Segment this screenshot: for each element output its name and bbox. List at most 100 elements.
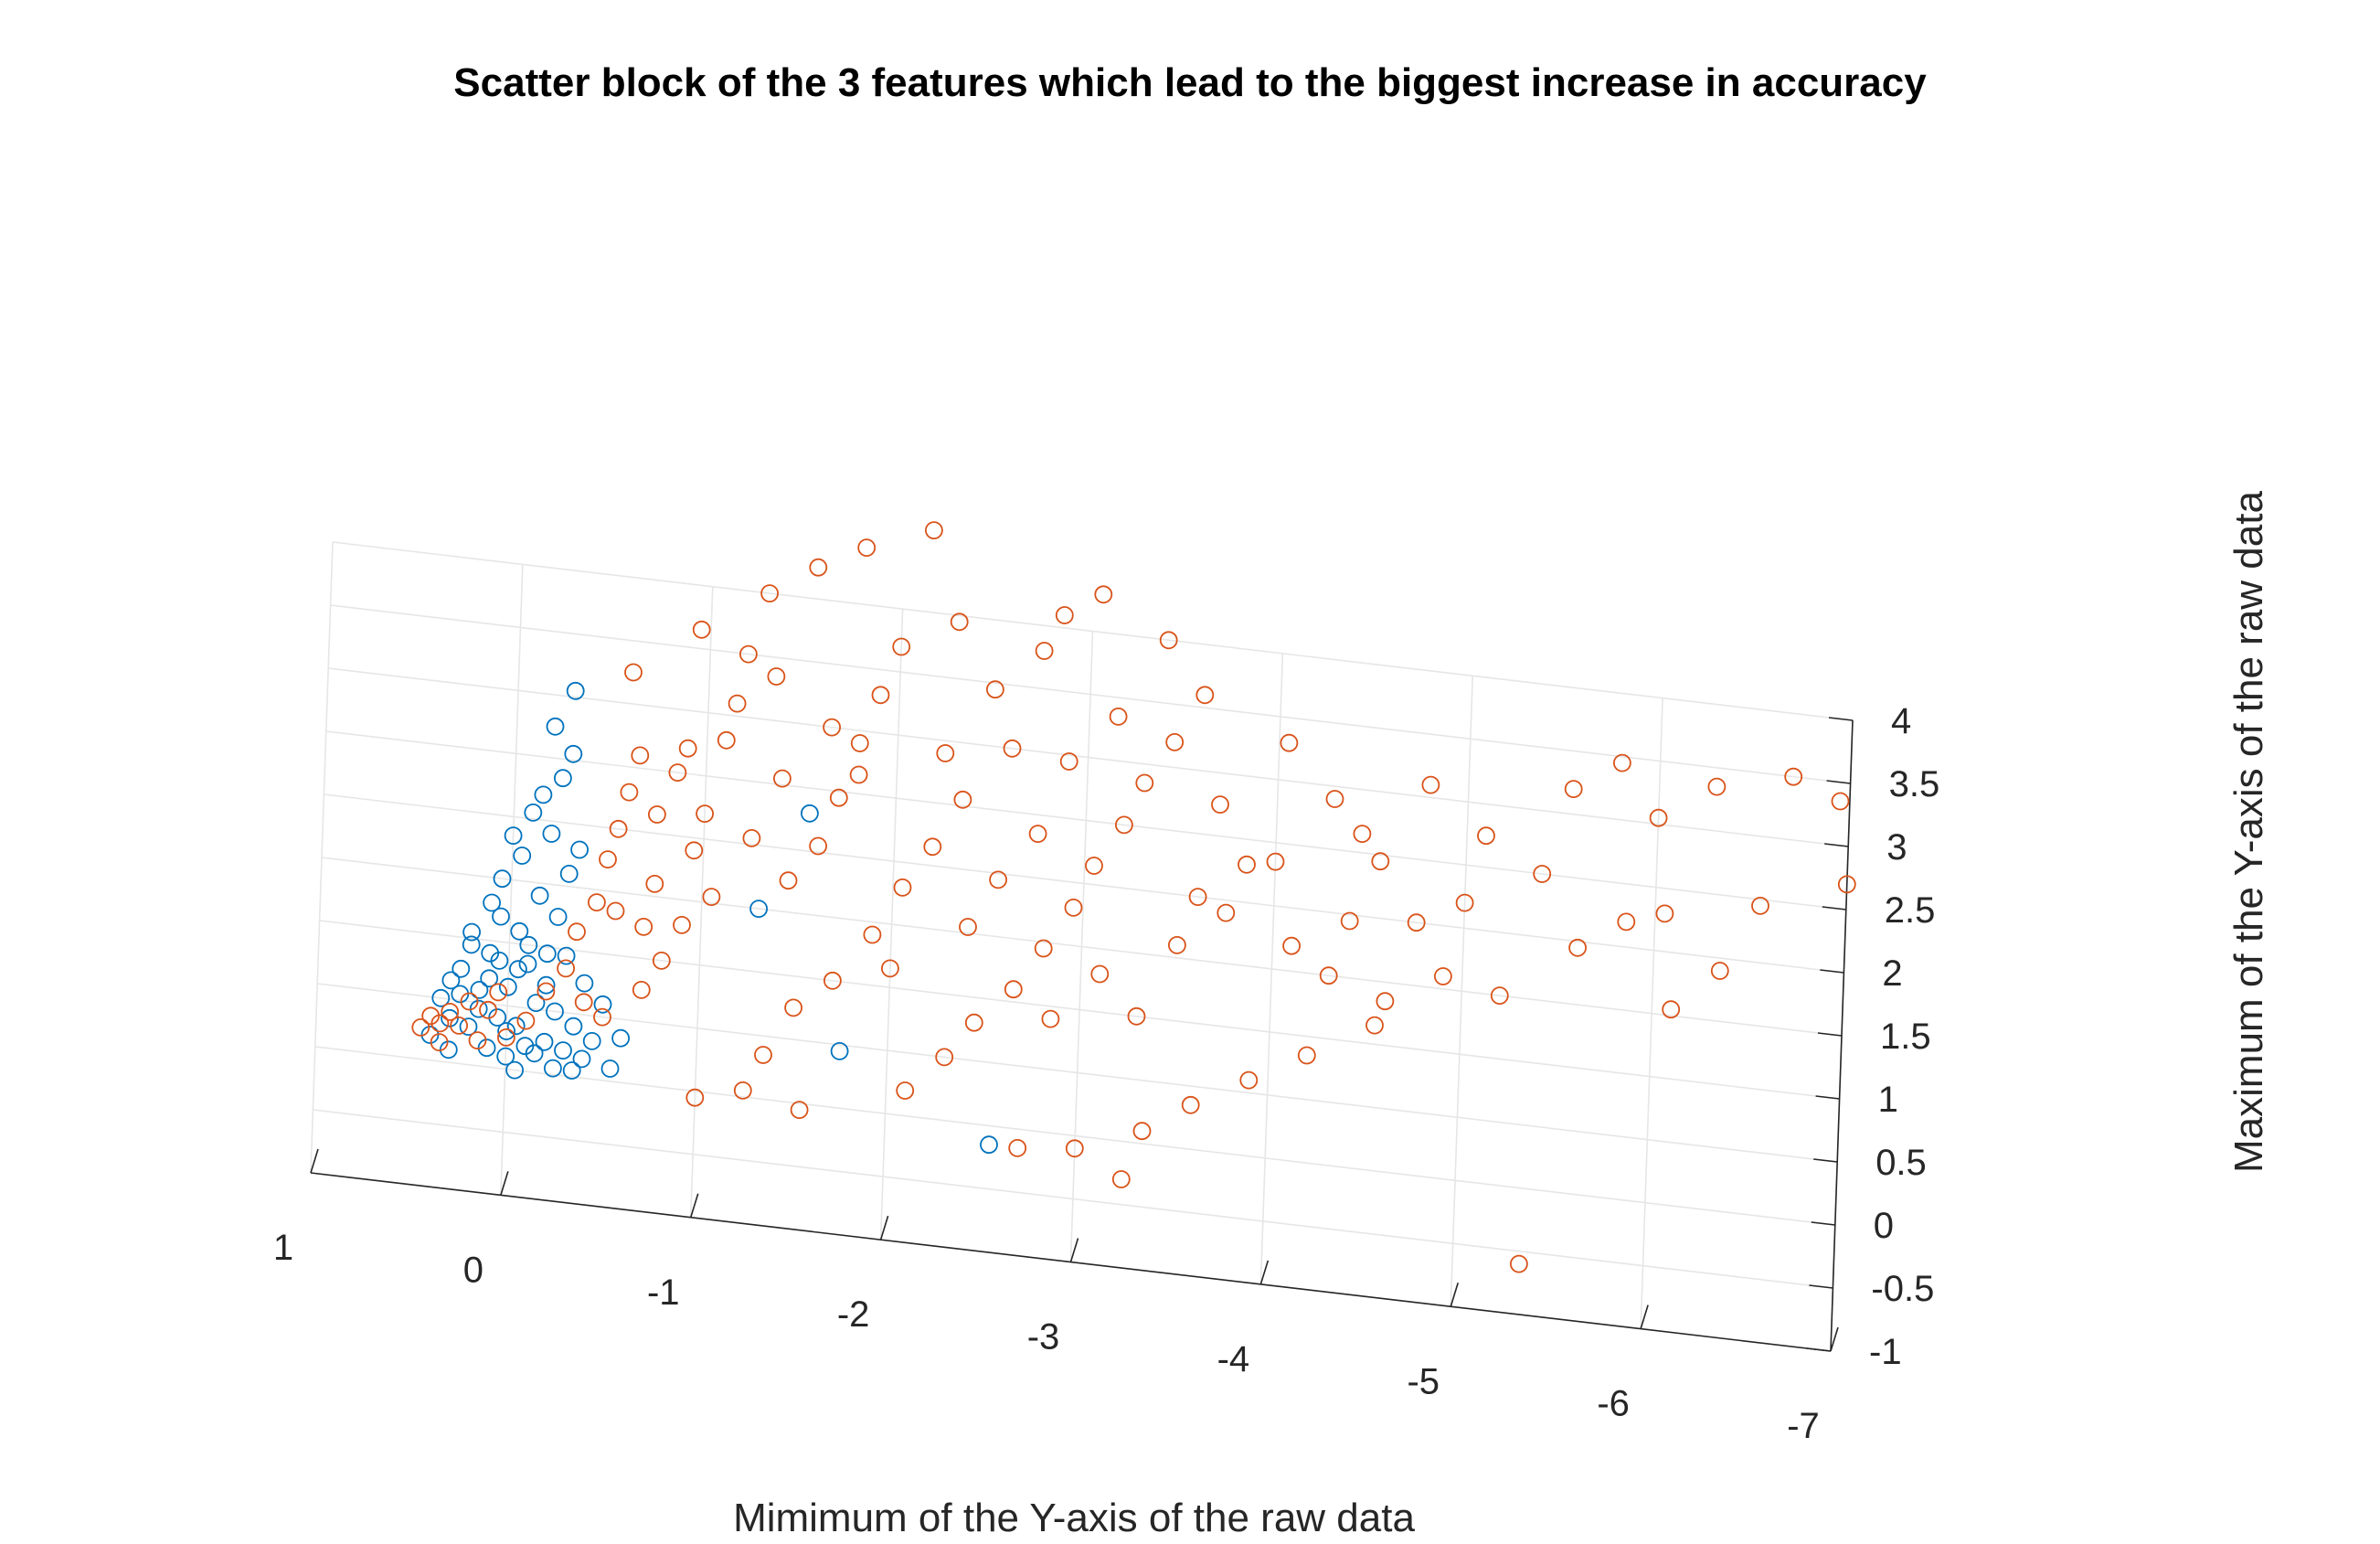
- data-point: [609, 819, 628, 838]
- data-point: [1455, 893, 1474, 912]
- x-tick-label: -4: [1217, 1339, 1250, 1379]
- data-point: [1421, 775, 1440, 794]
- x-tick-label: -2: [837, 1294, 870, 1335]
- x-tick-label: -7: [1787, 1406, 1820, 1446]
- data-point: [606, 901, 625, 921]
- data-point: [504, 826, 523, 845]
- data-point: [452, 959, 471, 978]
- data-point: [421, 1006, 441, 1026]
- data-point: [480, 969, 499, 988]
- data-point: [1662, 1000, 1681, 1019]
- grid-line-y-5: [321, 857, 1843, 1037]
- axes: [310, 717, 1854, 1352]
- grid-lines: [310, 541, 1854, 1352]
- data-point: [1168, 936, 1186, 954]
- data-point: [760, 584, 779, 602]
- data-point: [1188, 888, 1207, 906]
- data-point: [1004, 980, 1023, 999]
- x-tick-mark: [1450, 1283, 1460, 1307]
- y-tick-mark: [1822, 906, 1846, 910]
- data-point: [492, 907, 510, 926]
- y-tick-label: -1: [1869, 1332, 1902, 1372]
- x-tick-mark: [1069, 1238, 1079, 1262]
- data-point: [742, 829, 761, 847]
- data-point: [717, 730, 736, 750]
- x-axis-label: Mimimum of the Y-axis of the raw data: [733, 1496, 1415, 1539]
- data-point: [510, 921, 529, 941]
- data-point: [830, 1042, 849, 1060]
- data-point: [1831, 792, 1850, 811]
- data-point: [490, 952, 509, 970]
- y-tick-label: 2.5: [1885, 890, 1936, 931]
- data-point: [896, 1081, 915, 1100]
- data-point: [497, 1028, 515, 1047]
- data-point: [1003, 739, 1022, 758]
- chart-title: Scatter block of the 3 features which le…: [453, 60, 1927, 105]
- data-point: [739, 644, 758, 664]
- data-point: [923, 837, 942, 857]
- data-point: [1655, 904, 1674, 923]
- data-point: [989, 870, 1007, 889]
- data-point: [829, 788, 848, 807]
- data-point: [534, 785, 553, 804]
- data-point: [1282, 936, 1301, 955]
- data-point: [950, 612, 969, 632]
- data-point: [554, 769, 572, 788]
- tick-labels: 1 0 -1 -2 -3 -4 -5 -6 -7 4 3.5 3 2.5 2 1.5 1 0.5 0 -0.5 -1: [273, 701, 1939, 1446]
- y-tick-label: 1: [1878, 1080, 1898, 1120]
- data-point: [634, 918, 653, 936]
- y-tick-mark: [1809, 1284, 1833, 1289]
- x-tick-label: -6: [1597, 1384, 1630, 1424]
- series-2: [411, 521, 1856, 1273]
- y-tick-label: 3: [1886, 827, 1907, 868]
- data-point: [1059, 752, 1078, 771]
- y-axis-label: Maximum of the Y-axis of the raw data: [2226, 491, 2271, 1173]
- data-point: [1707, 777, 1727, 796]
- data-point: [1065, 1139, 1084, 1158]
- y-tick-mark: [1813, 1158, 1838, 1163]
- data-point: [767, 667, 786, 686]
- data-point: [544, 1059, 562, 1078]
- data-point: [1181, 1095, 1200, 1114]
- data-point: [881, 959, 899, 978]
- data-point: [459, 1017, 478, 1036]
- data-point: [460, 992, 479, 1011]
- y-tick-label: 2: [1882, 953, 1902, 994]
- data-point: [779, 871, 798, 890]
- x-tick-mark: [500, 1171, 509, 1196]
- data-point: [809, 558, 828, 577]
- data-point: [564, 744, 583, 763]
- y-tick-mark: [1828, 717, 1854, 721]
- data-point: [823, 718, 841, 737]
- data-point: [548, 908, 568, 926]
- data-point: [692, 620, 711, 639]
- data-point: [513, 847, 532, 865]
- data-point: [611, 1028, 630, 1048]
- x-tick-mark: [879, 1215, 889, 1241]
- data-point: [1165, 733, 1185, 751]
- data-point: [1407, 913, 1426, 932]
- data-point: [462, 922, 481, 942]
- data-point: [562, 1061, 581, 1080]
- y-tick-label: 3.5: [1889, 764, 1940, 804]
- data-point: [1649, 808, 1668, 827]
- data-point: [450, 1017, 469, 1035]
- data-point: [1434, 967, 1452, 985]
- data-point: [1533, 865, 1552, 883]
- data-point: [1094, 585, 1113, 604]
- data-point: [1109, 708, 1128, 726]
- data-point: [678, 739, 697, 758]
- data-point: [702, 888, 721, 906]
- data-point: [850, 734, 869, 752]
- data-point: [1159, 631, 1178, 650]
- grid-line-y-9: [313, 1109, 1833, 1289]
- data-point: [1353, 825, 1372, 843]
- x-tick-mark: [689, 1193, 699, 1218]
- data-point: [524, 804, 543, 822]
- data-point: [823, 971, 842, 990]
- data-point: [575, 974, 594, 993]
- grid-line-y-7: [317, 983, 1838, 1163]
- grid-line-y-8: [314, 1046, 1835, 1226]
- data-point: [479, 1000, 497, 1019]
